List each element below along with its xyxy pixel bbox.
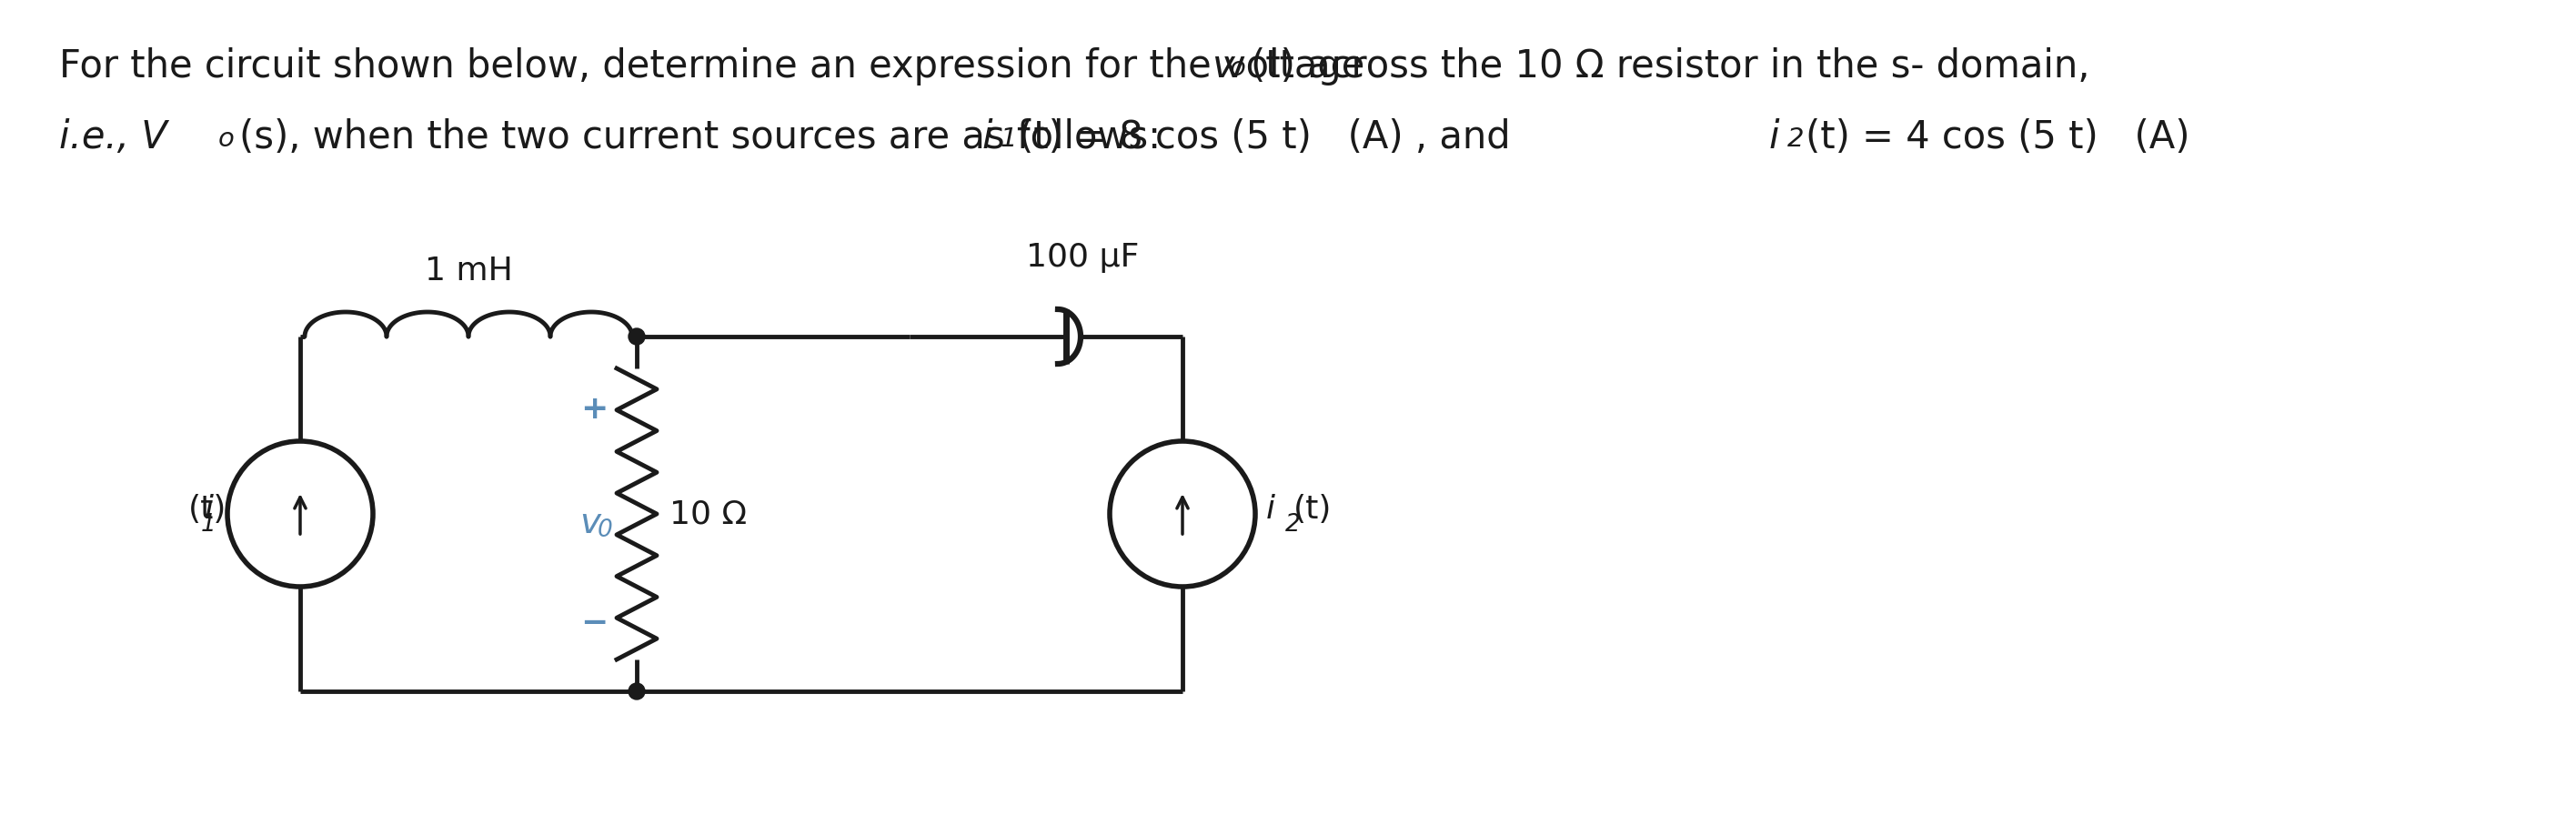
Text: (t) = 4 cos (5 t)   (A): (t) = 4 cos (5 t) (A) [1806,119,2190,156]
Text: i: i [204,494,214,525]
Text: v: v [580,506,600,540]
Text: v: v [1211,48,1234,85]
Text: (t): (t) [1293,494,1332,525]
Circle shape [629,683,644,700]
Text: (t): (t) [188,494,227,525]
Text: 1: 1 [201,513,216,537]
Text: −: − [580,608,608,639]
Text: i.e., V: i.e., V [59,119,167,156]
Text: (t) across the 10 Ω resistor in the s- domain,: (t) across the 10 Ω resistor in the s- d… [1252,48,2089,85]
Text: o: o [219,126,234,152]
Circle shape [629,328,644,345]
Text: 100 μF: 100 μF [1025,242,1139,273]
Text: 2: 2 [1285,513,1301,537]
Text: 10 Ω: 10 Ω [670,498,747,529]
Text: i: i [1267,494,1275,525]
Text: For the circuit shown below, determine an expression for the voltage: For the circuit shown below, determine a… [59,48,1376,85]
Text: (s), when the two current sources are as follows:: (s), when the two current sources are as… [240,119,1198,156]
Text: +: + [580,394,608,425]
Text: 0: 0 [598,519,613,542]
Text: 1 mH: 1 mH [425,256,513,286]
Text: 2: 2 [1788,126,1803,152]
Text: (t) = 8 cos (5 t)   (A) , and: (t) = 8 cos (5 t) (A) , and [1018,119,1522,156]
Text: i: i [1770,119,1780,156]
Text: i: i [981,119,992,156]
Text: 1: 1 [999,126,1018,152]
Text: o: o [1229,55,1247,81]
